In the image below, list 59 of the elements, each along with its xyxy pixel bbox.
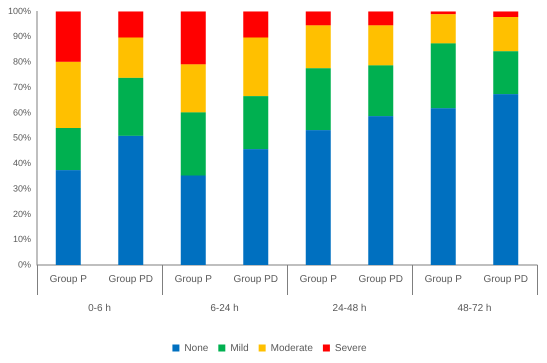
bar [493,51,518,94]
y-tick-label: 0% [18,259,32,270]
text: 0-6 h [88,302,111,314]
text: 24-48 h [332,302,366,314]
legend-label: Severe [334,342,368,354]
legend-label: None [184,342,209,354]
x-tick-label: Group P [50,274,88,285]
bar [56,170,81,265]
bar [368,116,394,265]
bar [430,108,456,265]
x-tick-label: Group P [300,274,338,285]
y-tick-label: 50% [13,132,32,143]
bar [306,25,331,68]
bar [56,11,81,62]
x-tick-label: Group P [174,274,212,285]
y-tick-label: 30% [13,183,32,194]
x-tick-label: Group P [424,274,462,285]
y-tick-label: 90% [13,31,32,42]
bar [493,16,518,52]
bar [368,11,394,26]
bar [180,64,206,112]
bar [306,11,331,26]
bar [243,96,268,150]
text: 6-24 h [210,302,239,314]
bar [243,38,268,96]
y-tick-label: 100% [8,6,32,16]
y-tick-label: 10% [13,234,32,244]
legend-label: Moderate [270,342,314,354]
bar [243,149,268,265]
bar [493,11,518,17]
text: 48-72 h [458,302,492,314]
x-tick-label: Group PD [234,274,278,285]
y-tick-label: 80% [13,56,32,67]
y-tick-label: 40% [13,158,32,168]
y-tick-label: 70% [13,82,32,92]
bar [243,11,268,38]
bar [180,175,206,265]
bar [118,38,144,78]
bar [430,14,456,44]
bar [368,65,394,116]
bar [118,136,144,265]
bar [306,68,331,130]
bar [56,62,81,128]
bar [430,43,456,108]
bar [368,25,394,66]
x-tick-label: Group PD [358,274,403,285]
legend-label: Mild [230,342,249,354]
bar [118,78,144,136]
bar [180,112,206,176]
y-tick-label: 60% [13,107,32,118]
y-tick-label: 20% [13,208,32,219]
x-tick-label: Group PD [108,274,153,285]
bar [118,11,144,38]
bar [493,94,518,265]
x-tick-label: Group PD [484,274,528,285]
bar [56,128,81,170]
bar [306,130,331,265]
bar [430,11,456,14]
bar [180,11,206,64]
